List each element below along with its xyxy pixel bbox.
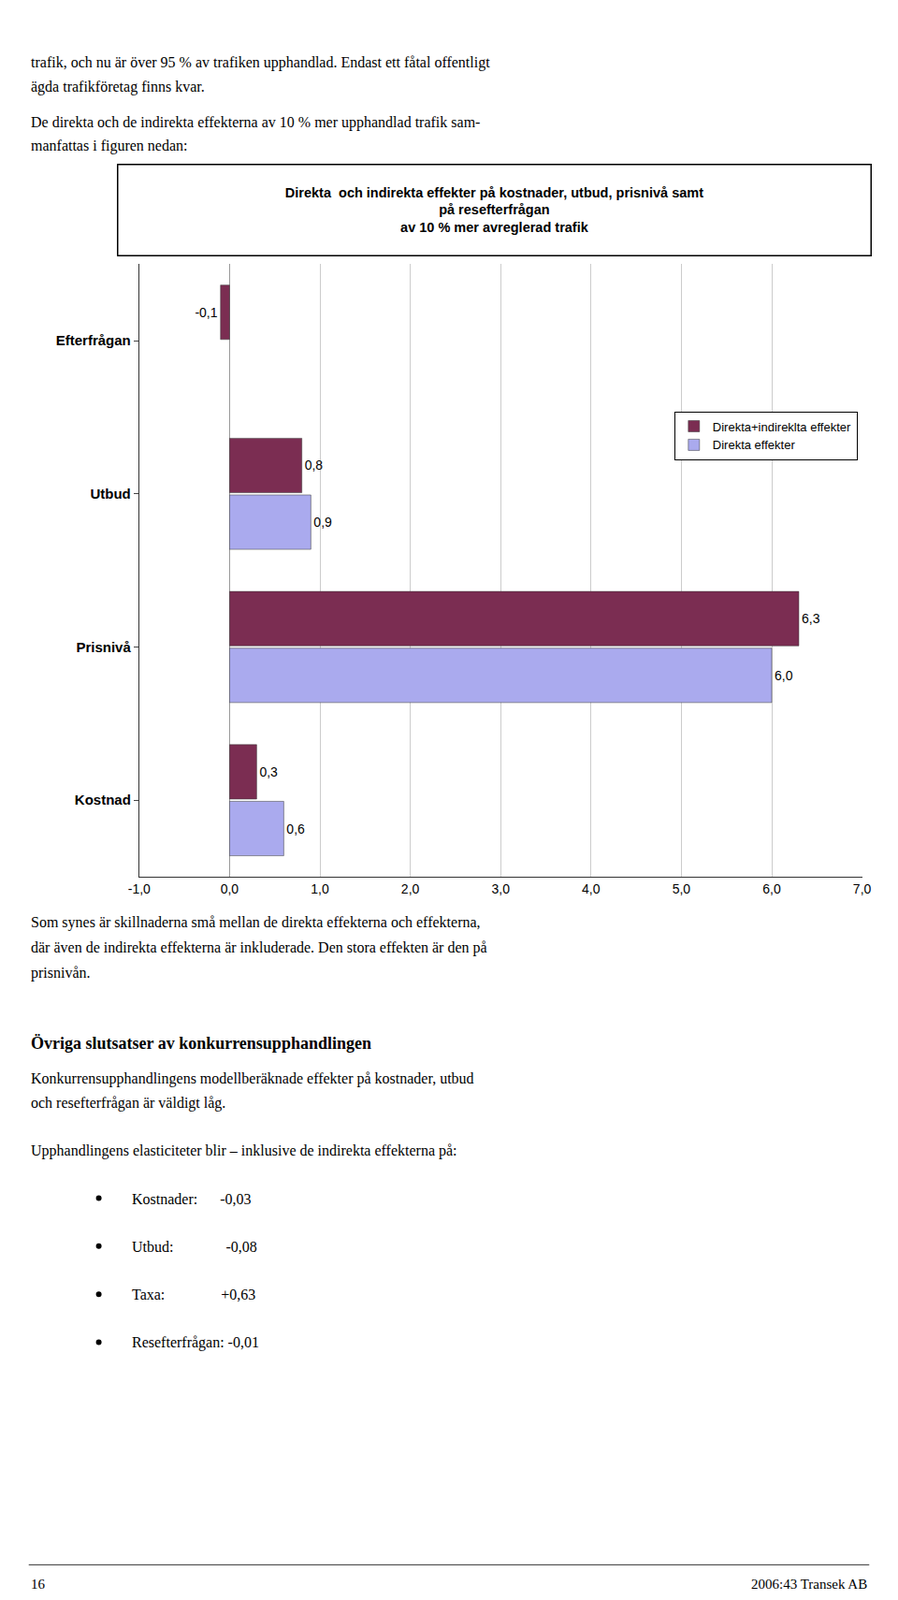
svg-text:där även de indirekta effekter: där även de indirekta effekterna är inkl…	[30, 939, 488, 956]
svg-text:2006:43 Transek AB: 2006:43 Transek AB	[751, 1576, 868, 1592]
svg-text:Konkurrensupphandlingens model: Konkurrensupphandlingens modellberäknade…	[30, 1070, 475, 1087]
svg-text:7,0: 7,0	[853, 881, 872, 897]
svg-text:Prisnivå: Prisnivå	[75, 638, 131, 655]
svg-text:Som synes är skillnaderna små: Som synes är skillnaderna små mellan de …	[30, 913, 481, 931]
svg-text:Direkta+indireklta effekter: Direkta+indireklta effekter	[712, 420, 852, 435]
svg-text:Utbud: -0,08: Utbud: -0,08	[131, 1238, 258, 1255]
svg-text:6,3: 6,3	[801, 610, 821, 626]
svg-text:0,0: 0,0	[220, 881, 240, 897]
svg-text:6,0: 6,0	[774, 667, 794, 683]
svg-text:-1,0: -1,0	[128, 881, 151, 897]
svg-text:-0,1: -0,1	[194, 304, 218, 320]
svg-text:Kostnad: Kostnad	[74, 791, 131, 808]
svg-text:Resefterfrågan: -0,01: Resefterfrågan: -0,01	[131, 1333, 260, 1351]
svg-text:4,0: 4,0	[581, 881, 601, 897]
svg-text:manfattas i figuren nedan:: manfattas i figuren nedan:	[30, 137, 189, 155]
svg-text:prisnivån.: prisnivån.	[30, 964, 91, 982]
svg-text:trafik, och nu är över 95 % av: trafik, och nu är över 95 % av trafiken …	[30, 54, 491, 72]
svg-text:0,9: 0,9	[313, 514, 333, 530]
svg-text:ägda trafikföretag finns kvar.: ägda trafikföretag finns kvar.	[30, 78, 205, 96]
svg-text:Upphandlingens elasticiteter b: Upphandlingens elasticiteter blir – inkl…	[30, 1142, 458, 1159]
svg-text:och resefterfrågan är väldigt: och resefterfrågan är väldigt låg.	[30, 1094, 226, 1112]
svg-text:0,8: 0,8	[304, 457, 324, 473]
svg-text:16: 16	[30, 1576, 46, 1592]
svg-text:Kostnader: -0,03: Kostnader: -0,03	[131, 1190, 252, 1207]
svg-text:5,0: 5,0	[672, 881, 692, 897]
svg-text:3,0: 3,0	[491, 881, 510, 897]
svg-text:Efterfrågan: Efterfrågan	[56, 332, 131, 348]
svg-text:0,6: 0,6	[286, 821, 305, 837]
svg-text:Taxa: +0,63: Taxa: +0,63	[131, 1286, 256, 1303]
svg-text:Direkta effekter: Direkta effekter	[712, 437, 797, 452]
svg-text:6,0: 6,0	[762, 881, 782, 897]
svg-text:Utbud: Utbud	[89, 485, 131, 502]
svg-text:2,0: 2,0	[401, 881, 421, 897]
svg-text:De direkta och de indirekta ef: De direkta och de indirekta effekterna a…	[30, 114, 480, 131]
svg-text:0,3: 0,3	[259, 764, 278, 780]
svg-text:Övriga slutsatser av konkurren: Övriga slutsatser av konkurrensupphandli…	[30, 1033, 372, 1053]
svg-text:1,0: 1,0	[310, 881, 330, 897]
svg-text:Direkta och indirekta effekte: Direkta och indirekta effekter på kostna…	[285, 185, 704, 236]
